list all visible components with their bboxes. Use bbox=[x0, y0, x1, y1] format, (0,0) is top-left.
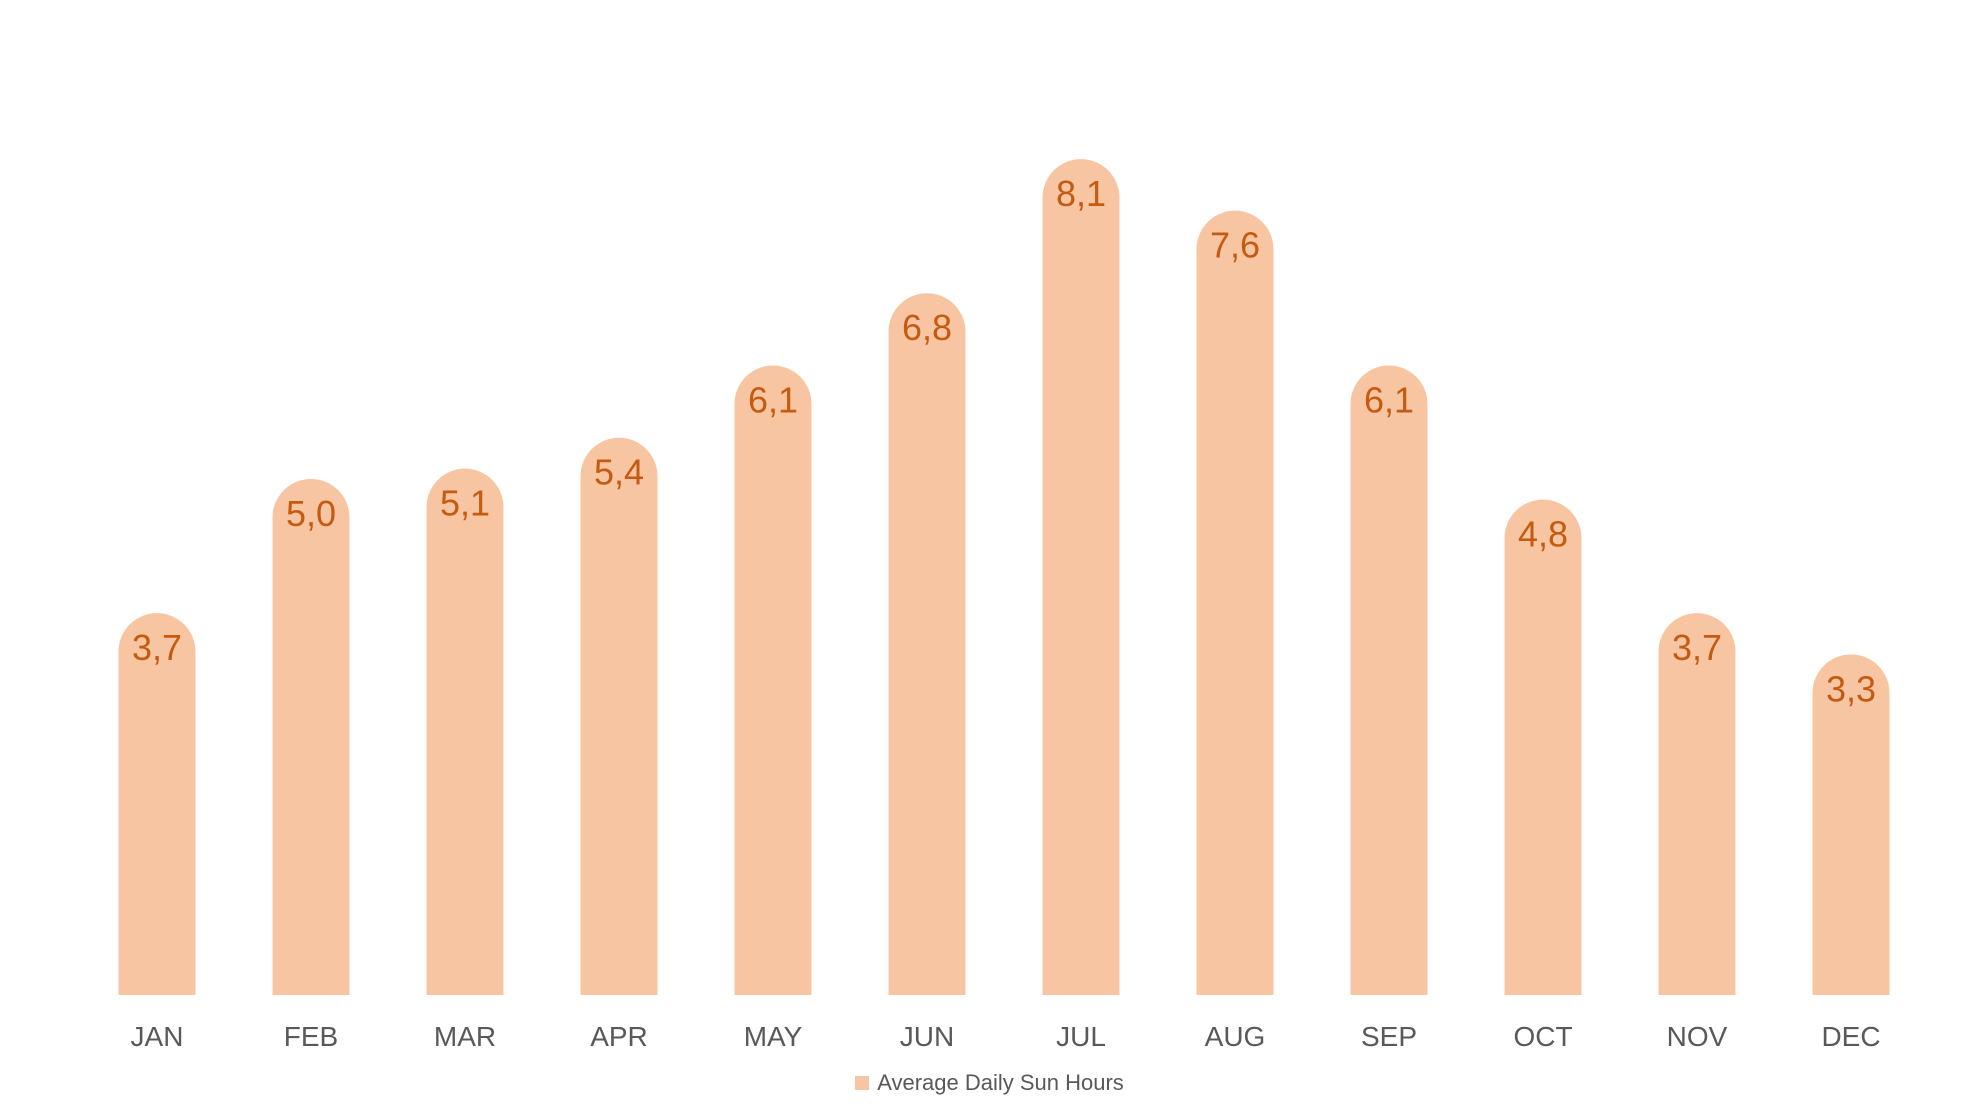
bar-apr bbox=[580, 437, 658, 996]
data-label-feb: 5,0 bbox=[286, 493, 336, 534]
x-tick-label-oct: OCT bbox=[1513, 1021, 1572, 1052]
data-label-sep: 6,1 bbox=[1364, 379, 1414, 420]
data-label-jun: 6,8 bbox=[902, 307, 952, 348]
x-tick-label-sep: SEP bbox=[1361, 1021, 1417, 1052]
legend-swatch bbox=[855, 1076, 870, 1090]
data-label-aug: 7,6 bbox=[1210, 225, 1260, 266]
x-tick-label-mar: MAR bbox=[434, 1021, 496, 1052]
bar-jun bbox=[888, 293, 966, 995]
bar-aug bbox=[1196, 210, 1274, 995]
bar-jul bbox=[1042, 159, 1120, 995]
legend: Average Daily Sun Hours bbox=[0, 1070, 1979, 1096]
data-label-apr: 5,4 bbox=[594, 452, 644, 493]
bar-jan bbox=[118, 613, 196, 995]
x-tick-label-feb: FEB bbox=[284, 1021, 338, 1052]
bar-nov bbox=[1658, 613, 1736, 995]
x-tick-label-jan: JAN bbox=[131, 1021, 184, 1052]
x-tick-label-nov: NOV bbox=[1667, 1021, 1728, 1052]
x-tick-label-apr: APR bbox=[590, 1021, 648, 1052]
bars-layer bbox=[118, 159, 1890, 996]
data-label-dec: 3,3 bbox=[1826, 668, 1876, 709]
data-label-mar: 5,1 bbox=[440, 483, 490, 524]
x-tick-label-dec: DEC bbox=[1821, 1021, 1880, 1052]
bar-oct bbox=[1504, 499, 1582, 995]
bar-may bbox=[734, 365, 812, 996]
x-tick-label-jun: JUN bbox=[900, 1021, 954, 1052]
bar-mar bbox=[426, 468, 504, 995]
bar-sep bbox=[1350, 365, 1428, 996]
bar-feb bbox=[272, 479, 350, 995]
x-tick-labels-layer: JAN FEB MAR APR MAY JUN JUL AUG SEP OCT NOV DEC bbox=[131, 1021, 1881, 1052]
x-tick-label-aug: AUG bbox=[1205, 1021, 1266, 1052]
data-label-oct: 4,8 bbox=[1518, 514, 1568, 555]
bar-dec bbox=[1812, 654, 1890, 995]
data-labels-layer: 3,7 5,0 5,1 5,4 6,1 6,8 8,1 7,6 6,1 4,8 3,7 3,3 bbox=[132, 173, 1876, 709]
data-label-jan: 3,7 bbox=[132, 627, 182, 668]
x-tick-label-jul: JUL bbox=[1056, 1021, 1106, 1052]
data-label-may: 6,1 bbox=[748, 379, 798, 420]
data-label-jul: 8,1 bbox=[1056, 173, 1106, 214]
data-label-nov: 3,7 bbox=[1672, 627, 1722, 668]
x-tick-label-may: MAY bbox=[744, 1021, 803, 1052]
legend-label: Average Daily Sun Hours bbox=[877, 1070, 1124, 1095]
